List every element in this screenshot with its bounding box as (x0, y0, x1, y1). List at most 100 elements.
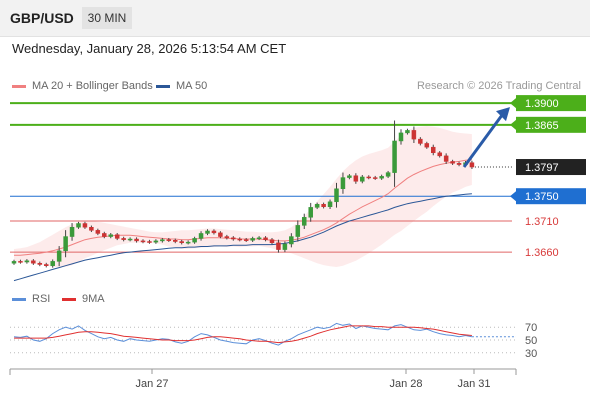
candle (134, 238, 139, 242)
rsi-level-label-50: 50 (525, 335, 537, 347)
target-arrow (462, 114, 504, 168)
rsi-ma-swatch (62, 297, 76, 301)
ma50-swatch (156, 84, 170, 88)
candle (185, 241, 191, 244)
price-label-1.3900: 1.3900 (525, 98, 559, 110)
candle (302, 217, 307, 226)
candle (469, 162, 475, 168)
candle (76, 223, 81, 228)
candle (89, 226, 94, 231)
price-label-1.3797: 1.3797 (525, 162, 559, 174)
candle (69, 226, 75, 237)
chart-header: GBP/USD 30 MIN (0, 0, 590, 37)
candle (63, 236, 68, 252)
candle (250, 238, 255, 241)
rsi-level-label-30: 30 (525, 348, 537, 360)
candle (263, 237, 268, 240)
price-label-1.3900-bg (516, 95, 586, 112)
candle (282, 243, 288, 250)
candle (147, 241, 152, 243)
legend-ma20: MA 20 + Bollinger Bands (12, 80, 153, 92)
price-label-1.3797-bg (516, 159, 586, 176)
candle (224, 236, 230, 239)
candle (95, 230, 101, 234)
candle (256, 237, 262, 240)
candle (243, 239, 249, 241)
candle (398, 132, 404, 142)
candle (50, 261, 55, 266)
price-label-1.3710: 1.3710 (525, 216, 559, 228)
candle (108, 234, 113, 237)
candle (18, 261, 23, 263)
ma20-line (14, 159, 472, 256)
candle (31, 260, 36, 264)
candle (160, 239, 165, 242)
candle (44, 264, 49, 266)
chart-datetime: Wednesday, January 28, 2026 5:13:54 AM C… (12, 41, 287, 56)
candle (437, 152, 442, 157)
candle (153, 240, 159, 243)
price-label-1.3865-pointer (510, 119, 516, 130)
rsi-line (13, 322, 472, 346)
legend-rsi: RSI (12, 293, 50, 305)
candle (347, 175, 352, 178)
price-label-1.3660: 1.3660 (525, 247, 559, 259)
candle (231, 237, 236, 240)
price-label-1.3750: 1.3750 (525, 191, 559, 203)
rsi-swatch (12, 297, 26, 301)
candle (211, 230, 217, 234)
candle (121, 238, 126, 240)
price-label-1.3865-bg (516, 116, 586, 133)
x-axis-label-jan-31: Jan 31 (457, 378, 490, 390)
rsi-legend-label: RSI (32, 293, 51, 305)
target-arrow-head (496, 107, 510, 122)
candle (218, 232, 223, 237)
price-label-1.3750-pointer (510, 191, 516, 202)
candle (179, 241, 184, 244)
ma20-swatch (12, 84, 26, 88)
candle (166, 239, 172, 241)
candle (392, 140, 397, 173)
candle (295, 225, 301, 237)
ma50-line (13, 193, 472, 282)
candle (24, 260, 30, 263)
candle (405, 130, 410, 134)
timeframe-selector[interactable]: 30 MIN (82, 7, 132, 29)
candle (314, 204, 320, 208)
legend-rsi-ma: 9MA (62, 293, 105, 305)
candle (353, 175, 359, 182)
candle (424, 143, 430, 148)
candle (340, 177, 346, 190)
price-label-1.3865: 1.3865 (525, 120, 559, 132)
x-axis-label-jan-27: Jan 27 (135, 378, 168, 390)
candle (102, 233, 107, 237)
candle (450, 161, 455, 164)
candle (360, 176, 365, 182)
candle (431, 146, 436, 154)
price-label-1.3750-bg (516, 188, 586, 205)
candle (198, 233, 204, 239)
candle (321, 204, 326, 208)
candle (205, 230, 210, 234)
ma50-label: MA 50 (176, 80, 208, 92)
candle (127, 238, 133, 241)
rsi-ma-line (14, 325, 472, 344)
candle (269, 239, 275, 244)
candle (192, 238, 197, 243)
candle (456, 163, 462, 165)
candle (385, 172, 391, 177)
candle (327, 201, 333, 208)
candle (372, 177, 378, 179)
candle (443, 155, 449, 162)
candle (418, 138, 423, 144)
candle (237, 238, 242, 241)
candle (173, 240, 178, 242)
candle (366, 176, 371, 179)
price-label-1.3900-pointer (510, 98, 516, 109)
research-credit: Research © 2026 Trading Central (416, 80, 581, 92)
candle (289, 236, 294, 245)
x-axis-label-jan-28: Jan 28 (389, 378, 422, 390)
candle (114, 234, 120, 239)
legend-ma50: MA 50 (156, 80, 207, 92)
